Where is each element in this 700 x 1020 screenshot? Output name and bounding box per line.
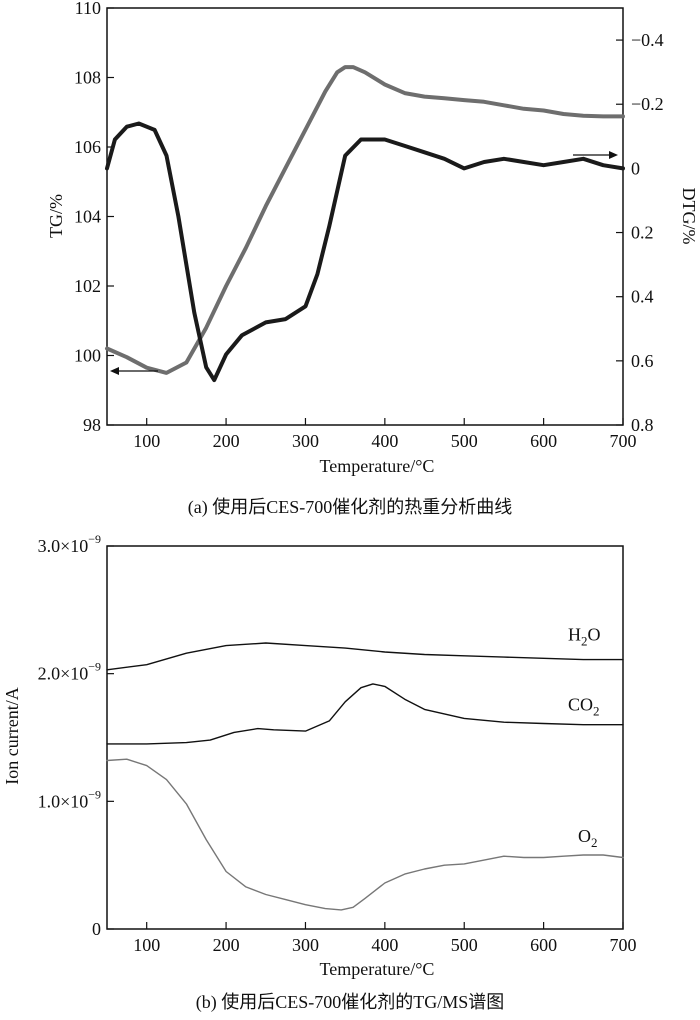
panel-b-x-tick-label: 600: [530, 935, 557, 955]
panel-b-x-tick-label: 100: [133, 935, 160, 955]
panel-a-right-y-tick-label: 0: [631, 158, 640, 178]
series-label-h2o: H2O: [568, 624, 601, 648]
tg-curve: [105, 65, 625, 375]
panel-a-left-y-tick-label: 110: [75, 0, 101, 18]
panel-a-right-y-axis: 0.8 0.6 0.4 0.2 0 −0.2 −0.4: [616, 30, 664, 435]
panel-a-x-tick-label: 300: [292, 431, 319, 451]
series-line-co2: [106, 683, 624, 745]
panel-a-x-tick-label: 600: [530, 431, 557, 451]
panel-a-x-tick-label: 500: [451, 431, 478, 451]
panel-a-x-tick-label: 700: [610, 431, 637, 451]
panel-a-right-y-tick-label: 0.8: [631, 415, 654, 435]
panel-a-x-axis-title: Temperature/°C: [320, 456, 435, 476]
panel-b-caption: (b) 使用后CES-700催化剂的TG/MS谱图: [196, 992, 505, 1013]
panel-a-left-y-tick-label: 104: [74, 207, 101, 227]
dtg-axis-arrow: [573, 151, 618, 159]
panel-a-left-y-axis: 98 100 102 104 106 108 110: [74, 0, 114, 435]
panel-b-series: [106, 642, 624, 911]
panel-a-right-y-tick-label: −0.2: [631, 94, 664, 114]
panel-a-right-y-tick-label: 0.4: [631, 287, 654, 307]
panel-a-x-tick-label: 200: [213, 431, 240, 451]
panel-b-x-tick-label: 400: [371, 935, 398, 955]
panel-a-x-tick-label: 100: [133, 431, 160, 451]
panel-a-tg-dtg-chart: 100 200 300 400 500 600 700 98 100 102 104 106 108 1…: [46, 0, 699, 518]
panel-b-y-tick-label: 2.0×10−9: [38, 660, 101, 684]
panel-b-x-tick-label: 300: [292, 935, 319, 955]
panel-a-x-axis: 100 200 300 400 500 600 700: [133, 418, 637, 451]
tick-exponent: −9: [88, 532, 101, 546]
panel-b-x-axis: 100 200 300 400 500 600 700: [133, 922, 637, 955]
panel-b-y-tick-label: 1.0×10−9: [38, 787, 101, 811]
panel-b-x-tick-label: 500: [451, 935, 478, 955]
panel-b-y-tick-label: 0: [92, 919, 101, 939]
panel-a-left-y-tick-label: 106: [74, 137, 101, 157]
panel-a-left-y-tick-label: 100: [74, 346, 101, 366]
panel-a-right-y-tick-label: 0.6: [631, 351, 654, 371]
panel-a-right-y-axis-title: DTG/%: [679, 188, 699, 245]
tick-exponent: −9: [88, 787, 101, 801]
dtg-curve: [105, 121, 625, 383]
panel-b-y-tick-label: 3.0×10−9: [38, 532, 101, 556]
panel-a-right-y-tick-label: 0.2: [631, 223, 654, 243]
panel-a-left-y-tick-label: 108: [74, 68, 101, 88]
panel-a-left-y-axis-title: TG/%: [46, 194, 66, 238]
panel-b-y-axis: 0 1.0×10−9 2.0×10−9 3.0×10−9: [38, 532, 114, 939]
panel-a-left-y-tick-label: 98: [83, 415, 101, 435]
panel-a-series: [105, 65, 625, 383]
panel-b-plot-frame: [106, 545, 624, 930]
tg-axis-arrow: [110, 367, 158, 375]
panel-a-caption: (a) 使用后CES-700催化剂的热重分析曲线: [188, 497, 512, 518]
panel-b-x-tick-label: 200: [213, 935, 240, 955]
tick-exponent: −9: [88, 660, 101, 674]
series-label-o2: O2: [578, 826, 598, 850]
series-line-o2: [106, 758, 624, 911]
series-line-h2o: [106, 642, 624, 671]
panel-a-left-y-tick-label: 102: [74, 276, 101, 296]
panel-a-x-tick-label: 400: [371, 431, 398, 451]
series-label-co2: CO2: [568, 695, 600, 719]
panel-a-right-y-tick-label: −0.4: [631, 30, 664, 50]
panel-b-y-axis-title: Ion current/A: [2, 687, 22, 784]
panel-b-series-labels: H2O CO2 O2: [568, 624, 601, 850]
panel-b-x-tick-label: 700: [610, 935, 637, 955]
panel-b-x-axis-title: Temperature/°C: [320, 959, 435, 979]
panel-b-tg-ms-chart: 100 200 300 400 500 600 700 0 1.0×10−9 2.0×10−9 3…: [2, 532, 637, 1013]
